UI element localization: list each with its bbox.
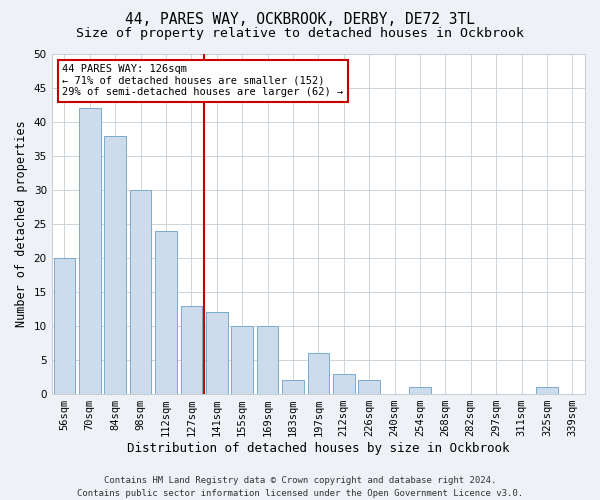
Bar <box>206 312 227 394</box>
Bar <box>155 231 177 394</box>
Y-axis label: Number of detached properties: Number of detached properties <box>15 120 28 328</box>
Bar <box>181 306 202 394</box>
Bar <box>130 190 151 394</box>
Bar <box>104 136 126 394</box>
Bar <box>358 380 380 394</box>
Text: Contains HM Land Registry data © Crown copyright and database right 2024.
Contai: Contains HM Land Registry data © Crown c… <box>77 476 523 498</box>
Text: 44 PARES WAY: 126sqm
← 71% of detached houses are smaller (152)
29% of semi-deta: 44 PARES WAY: 126sqm ← 71% of detached h… <box>62 64 344 98</box>
Bar <box>257 326 278 394</box>
X-axis label: Distribution of detached houses by size in Ockbrook: Distribution of detached houses by size … <box>127 442 509 455</box>
Text: 44, PARES WAY, OCKBROOK, DERBY, DE72 3TL: 44, PARES WAY, OCKBROOK, DERBY, DE72 3TL <box>125 12 475 28</box>
Bar <box>333 374 355 394</box>
Bar <box>53 258 75 394</box>
Text: Size of property relative to detached houses in Ockbrook: Size of property relative to detached ho… <box>76 28 524 40</box>
Bar <box>232 326 253 394</box>
Bar <box>409 388 431 394</box>
Bar <box>536 388 557 394</box>
Bar <box>79 108 101 394</box>
Bar <box>282 380 304 394</box>
Bar <box>308 354 329 394</box>
